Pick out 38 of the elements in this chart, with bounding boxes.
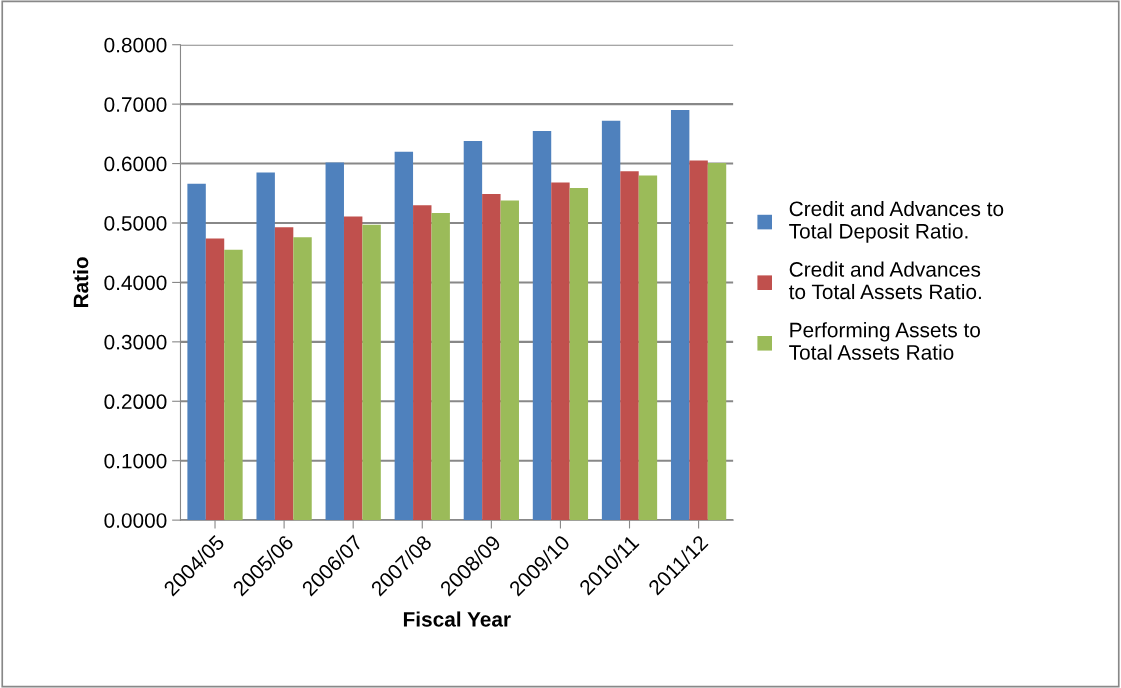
bar — [325, 162, 344, 521]
bar — [431, 212, 450, 521]
bar — [362, 224, 381, 521]
y-tick-label: 0.4000 — [104, 275, 167, 291]
legend-label: Credit and Advances to Total Assets Ratio. — [788, 261, 981, 300]
y-tick-label: 0.1000 — [104, 453, 167, 469]
y-tick-label: 0.0000 — [104, 513, 167, 528]
bar — [413, 205, 432, 521]
bar — [463, 140, 483, 521]
bar — [689, 160, 708, 521]
legend-label: Credit and Advances to Total Deposit Ratio. — [789, 200, 1004, 243]
bar — [274, 227, 294, 521]
y-tick-label: 0.2000 — [104, 394, 167, 410]
bar — [620, 171, 639, 521]
y-tick-label: 0.6000 — [104, 156, 167, 172]
bar — [293, 237, 312, 521]
bar — [638, 175, 658, 521]
bar — [569, 187, 589, 521]
y-tick-label: 0.8000 — [104, 37, 167, 53]
bar — [500, 200, 519, 521]
bar — [224, 249, 243, 521]
y-tick-label: 0.5000 — [104, 216, 167, 231]
x-axis-title: Fiscal Year — [403, 611, 511, 627]
bar — [187, 183, 206, 521]
y-axis-title: Ratio — [73, 257, 89, 308]
bar — [532, 130, 552, 521]
bar — [256, 172, 275, 521]
bar — [601, 120, 621, 521]
y-tick-label: 0.3000 — [104, 334, 167, 350]
bar — [205, 238, 225, 521]
bar — [394, 151, 414, 521]
bar — [482, 193, 501, 521]
bar — [670, 110, 690, 521]
bar — [551, 182, 570, 521]
y-tick-label: 0.7000 — [104, 97, 167, 112]
legend-label: Performing Assets to Total Assets Ratio — [789, 322, 980, 360]
bar — [343, 216, 363, 521]
bar — [707, 162, 727, 521]
